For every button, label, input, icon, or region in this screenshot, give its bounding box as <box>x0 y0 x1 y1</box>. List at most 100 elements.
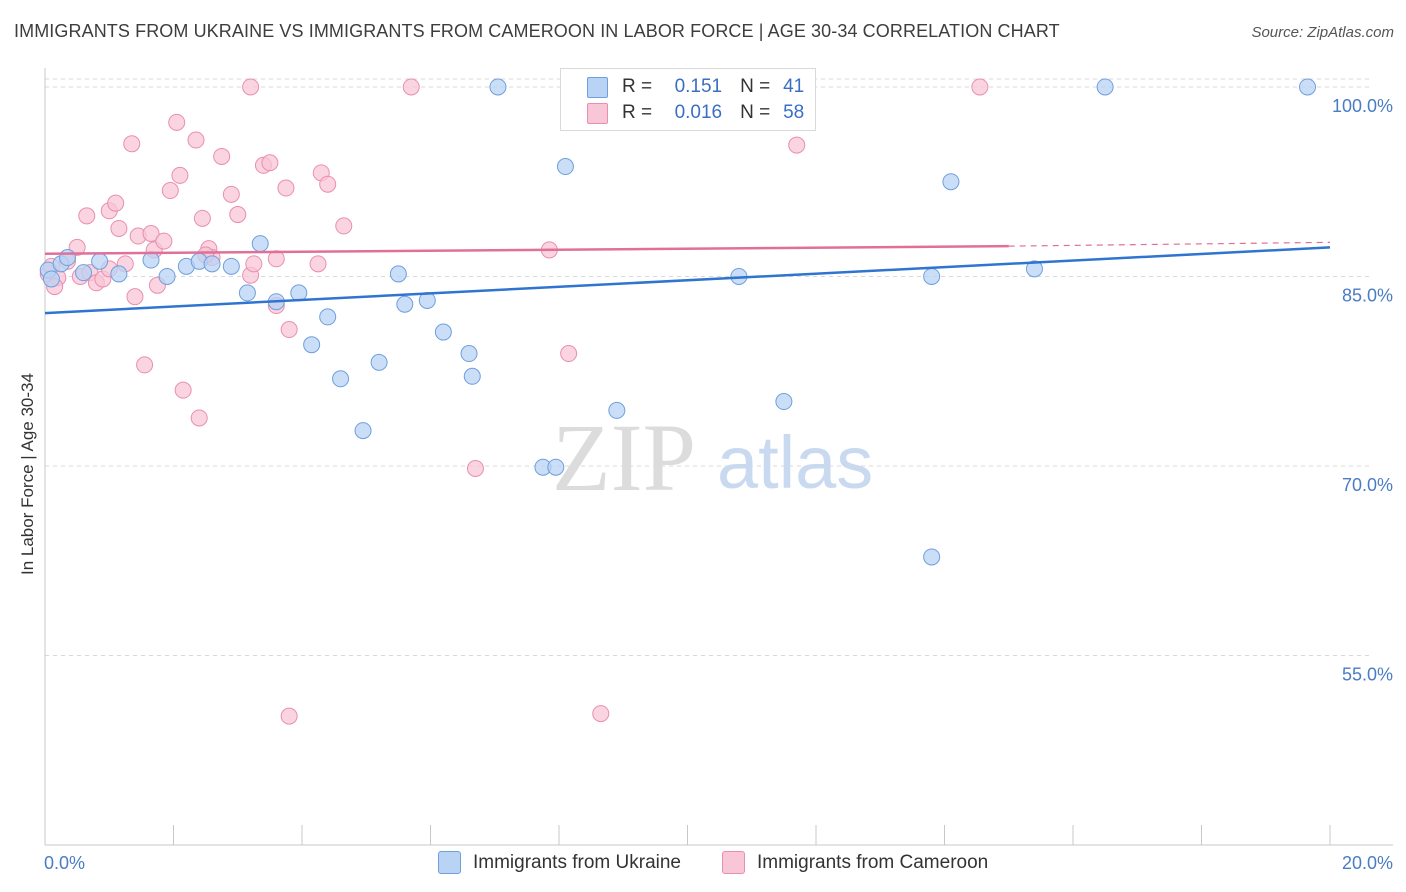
cameroon-point <box>277 179 295 197</box>
cameroon-n-label: N = <box>740 102 771 123</box>
cameroon-point <box>261 154 279 172</box>
ukraine-point <box>923 548 941 566</box>
cameroon-point <box>161 182 179 200</box>
cameroon-point <box>222 185 240 203</box>
x-tick-label-max: 20.0% <box>1342 853 1393 873</box>
ukraine-point <box>91 252 109 270</box>
cameroon-point <box>242 78 260 96</box>
legend-item-cameroon: Immigrants from Cameroon <box>722 851 988 874</box>
cameroon-point <box>213 147 231 165</box>
cameroon-point <box>229 206 247 224</box>
ukraine-r-value: 0.151 <box>674 76 723 97</box>
series-legend: Immigrants from Ukraine Immigrants from … <box>0 851 1406 877</box>
cameroon-point <box>174 381 192 399</box>
ukraine-point <box>110 265 128 283</box>
watermark-atlas: atlas <box>717 421 873 504</box>
series-ukraine-points <box>39 78 1317 566</box>
cameroon-point <box>110 219 128 237</box>
cameroon-point <box>335 217 353 235</box>
ukraine-point <box>222 257 240 275</box>
ukraine-point <box>489 78 507 96</box>
cameroon-point <box>788 136 806 154</box>
cameroon-point <box>280 321 298 339</box>
source-credit: Source: ZipAtlas.com <box>1251 24 1394 41</box>
cameroon-point <box>466 460 484 478</box>
cameroon-point <box>245 255 263 273</box>
cameroon-point <box>107 194 125 212</box>
y-tick-label: 100.0% <box>1332 96 1393 116</box>
cameroon-trendline-extension <box>1008 241 1331 247</box>
cameroon-point <box>126 288 144 306</box>
cameroon-point <box>171 166 189 184</box>
cameroon-point <box>136 356 154 374</box>
y-tick-label: 85.0% <box>1342 285 1393 305</box>
cameroon-swatch <box>587 102 608 124</box>
ukraine-point <box>1299 78 1317 96</box>
watermark-zip: ZIP <box>552 404 696 511</box>
ukraine-swatch <box>587 76 608 98</box>
y-tick-label: 70.0% <box>1342 475 1393 495</box>
cameroon-point <box>187 131 205 149</box>
cameroon-point <box>971 78 989 96</box>
ukraine-point <box>332 370 350 388</box>
ukraine-point <box>608 401 626 419</box>
cameroon-point <box>142 225 160 243</box>
ukraine-point <box>775 393 793 411</box>
cameroon-r-label: R = <box>622 102 653 123</box>
cameroon-point <box>190 409 208 427</box>
cameroon-point <box>560 345 578 363</box>
ukraine-point <box>75 264 93 282</box>
ukraine-r-label: R = <box>622 76 653 97</box>
ukraine-n-label: N = <box>740 76 771 97</box>
cameroon-point <box>319 175 337 193</box>
ukraine-point <box>238 284 256 302</box>
legend-row-ukraine: R = 0.151 N = 41 <box>587 76 804 98</box>
cameroon-r-value: 0.016 <box>674 102 723 123</box>
cameroon-point <box>592 705 610 723</box>
ukraine-point <box>1096 78 1114 96</box>
legend-row-cameroon: R = 0.016 N = 58 <box>587 102 804 124</box>
ukraine-point <box>434 323 452 341</box>
cameroon-trendline <box>44 244 1009 255</box>
ukraine-point <box>556 158 574 176</box>
ukraine-point <box>547 458 565 476</box>
cameroon-point <box>402 78 420 96</box>
watermark: ZIP atlas <box>552 404 873 511</box>
legend-cameroon-swatch <box>722 851 745 874</box>
chart-title: IMMIGRANTS FROM UKRAINE VS IMMIGRANTS FR… <box>14 21 1060 41</box>
legend-item-ukraine: Immigrants from Ukraine <box>438 851 681 874</box>
legend-ukraine-swatch <box>438 851 461 874</box>
ukraine-point <box>158 267 176 285</box>
cameroon-point <box>78 207 96 225</box>
grid-lines <box>45 78 1370 656</box>
ukraine-n-value: 41 <box>783 76 805 97</box>
ukraine-point <box>290 284 308 302</box>
ukraine-point <box>1025 260 1043 278</box>
ukraine-point <box>389 265 407 283</box>
ukraine-point <box>142 251 160 269</box>
cameroon-point <box>168 113 186 131</box>
tick-labels: 55.0% 70.0% 85.0% 100.0% 0.0% 20.0% <box>44 96 1393 873</box>
series-cameroon-points <box>39 78 989 725</box>
cameroon-point <box>280 707 298 725</box>
legend-ukraine-label: Immigrants from Ukraine <box>473 851 681 873</box>
correlation-legend: R = 0.151 N = 41 R = 0.016 N = 58 <box>560 68 816 131</box>
trend-lines <box>44 241 1331 315</box>
cameroon-point <box>123 135 141 153</box>
ukraine-point <box>42 270 60 288</box>
ukraine-point <box>203 255 221 273</box>
ukraine-point <box>58 249 76 267</box>
ukraine-point <box>463 367 481 385</box>
ukraine-point <box>460 345 478 363</box>
ukraine-point <box>354 422 372 440</box>
ukraine-point <box>319 308 337 326</box>
x-tick-label-min: 0.0% <box>44 853 85 873</box>
ukraine-point <box>370 353 388 371</box>
axes <box>44 68 1393 846</box>
ukraine-point <box>303 336 321 354</box>
ukraine-trendline <box>44 246 1331 315</box>
ukraine-point <box>923 267 941 285</box>
cameroon-point <box>309 255 327 273</box>
cameroon-point <box>155 232 173 250</box>
